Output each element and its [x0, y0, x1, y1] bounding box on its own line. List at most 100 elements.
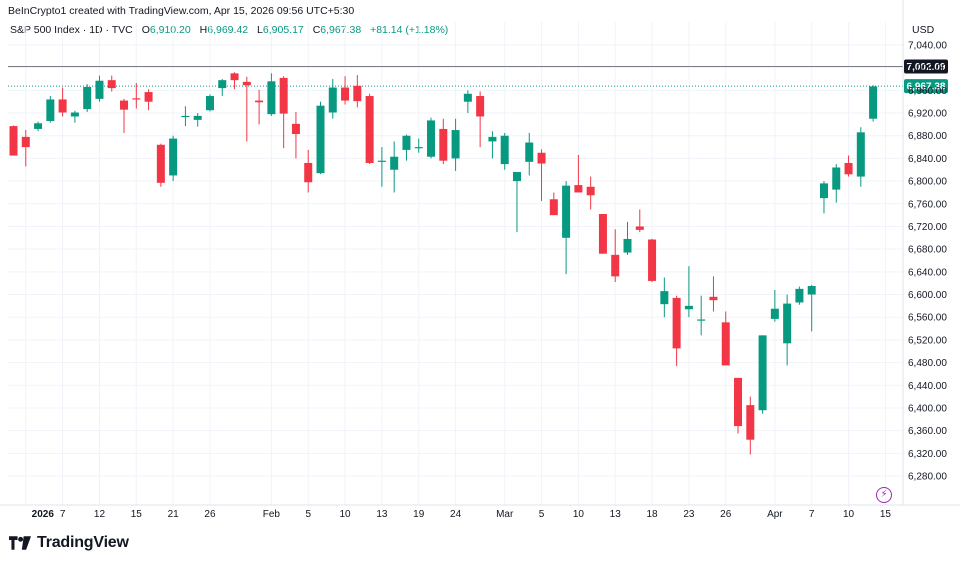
- candle-body: [500, 135, 509, 165]
- time-tick-label: 18: [646, 509, 658, 520]
- price-tick-label: 6,360.00: [908, 426, 947, 437]
- candle: [414, 138, 423, 153]
- change-value: +81.14 (+1.18%): [370, 24, 449, 36]
- candle: [758, 335, 767, 414]
- candle-body: [218, 80, 227, 89]
- candle-body: [869, 86, 878, 119]
- candle: [156, 143, 165, 187]
- candle: [832, 164, 841, 203]
- candle-body: [807, 286, 816, 295]
- open-label: O: [141, 24, 150, 36]
- candle-body: [291, 123, 300, 135]
- candle: [586, 176, 595, 210]
- candle: [267, 73, 276, 116]
- candle-body: [107, 80, 116, 89]
- candle: [869, 85, 878, 122]
- candle-body: [144, 92, 153, 102]
- candle-body: [304, 162, 313, 183]
- price-tick-label: 7,000.00: [908, 63, 947, 74]
- lightning-icon[interactable]: ⚡︎: [876, 487, 892, 503]
- currency-label[interactable]: USD: [912, 24, 935, 36]
- price-tick-label: 6,320.00: [908, 449, 947, 460]
- candle-body: [525, 142, 534, 162]
- candle-body: [58, 99, 67, 113]
- candle: [9, 125, 18, 156]
- candle-body: [832, 167, 841, 190]
- candle-body: [83, 86, 92, 110]
- hline-badge: [904, 59, 948, 74]
- candle-body: [795, 288, 804, 303]
- candle: [365, 93, 374, 165]
- candle-body: [451, 130, 460, 159]
- time-tick-label: 21: [168, 509, 180, 520]
- candle-body: [758, 335, 767, 411]
- candle: [205, 94, 214, 112]
- horizontal-line: 7,002.09 6,967.38: [8, 59, 948, 94]
- candle: [525, 132, 534, 176]
- candle: [181, 106, 190, 127]
- candle: [341, 76, 350, 105]
- candle: [255, 89, 264, 125]
- candle: [783, 294, 792, 366]
- candle-body: [267, 81, 276, 115]
- low-label: L: [257, 24, 263, 36]
- candle-body: [549, 199, 558, 216]
- candle: [120, 98, 129, 133]
- time-tick-label: 15: [131, 509, 143, 520]
- brand-text: TradingView: [37, 534, 129, 551]
- time-tick-label: Mar: [496, 509, 514, 520]
- hline-badge-label: 7,002.09: [907, 62, 946, 73]
- candle-body: [598, 213, 607, 254]
- last-price-badge: [904, 79, 948, 94]
- candle: [316, 101, 325, 175]
- candle-body: [402, 135, 411, 150]
- price-tick-label: 6,280.00: [908, 472, 947, 483]
- candle-body: [341, 87, 350, 101]
- candle-body: [709, 296, 718, 301]
- candle-body: [648, 239, 657, 281]
- candle-body: [242, 81, 251, 86]
- candle-body: [255, 100, 264, 103]
- candle: [562, 181, 571, 275]
- candle: [169, 135, 178, 182]
- candle: [697, 295, 706, 336]
- candle: [132, 82, 141, 109]
- candle: [218, 79, 227, 97]
- time-tick-label: 26: [204, 509, 216, 520]
- candle-body: [746, 405, 755, 440]
- candle-body: [783, 303, 792, 344]
- candle: [83, 84, 92, 112]
- price-axis: 7,040.00 7,000.00 6,960.00 6,920.00 6,880.00…: [902, 0, 947, 505]
- candle: [537, 149, 546, 201]
- time-tick-label: Apr: [767, 509, 783, 520]
- time-tick-label: 13: [610, 509, 622, 520]
- candle-body: [353, 85, 362, 102]
- candles: [9, 72, 878, 455]
- candle: [635, 209, 644, 233]
- symbol-label[interactable]: S&P 500 Index · 1D · TVC: [10, 24, 133, 36]
- candle-body: [819, 183, 828, 199]
- candle-body: [279, 77, 288, 114]
- candle-body: [574, 185, 583, 193]
- time-axis: 2026 7 12 15 21 26 Feb 5 10 13 19 24 Mar 5 10 13 18 23 26 A…: [0, 504, 960, 520]
- last-price-badge-label: 6,967.38: [907, 82, 946, 93]
- candle-body: [660, 291, 669, 305]
- candle: [660, 277, 669, 318]
- candle: [500, 132, 509, 170]
- price-tick-label: 7,040.00: [908, 41, 947, 52]
- tradingview-logo[interactable]: TradingView: [9, 534, 129, 552]
- candle-body: [427, 120, 436, 157]
- candle-body: [365, 96, 374, 163]
- candle: [193, 113, 202, 127]
- time-tick-label: 7: [60, 509, 66, 520]
- candle: [230, 72, 239, 90]
- candle: [427, 117, 436, 159]
- price-tick-label: 6,560.00: [908, 313, 947, 324]
- candle: [611, 229, 620, 283]
- time-tick-label: 19: [413, 509, 425, 520]
- candle-body: [156, 144, 165, 183]
- candle: [451, 118, 460, 171]
- time-tick-label: 10: [339, 509, 351, 520]
- candle: [107, 75, 116, 92]
